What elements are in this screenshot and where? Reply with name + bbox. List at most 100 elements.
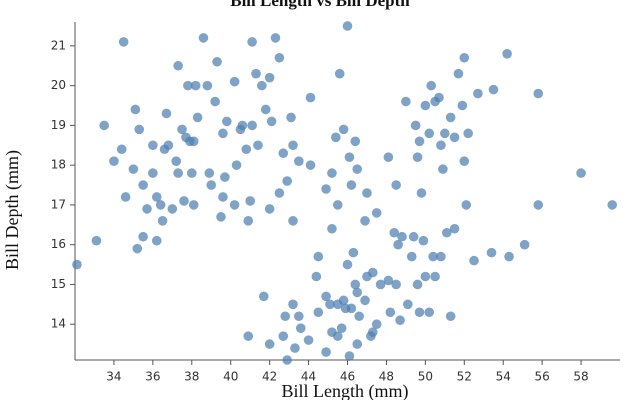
point: [237, 120, 248, 131]
point: [430, 271, 440, 282]
point: [274, 188, 285, 198]
point: [282, 355, 292, 365]
point: [459, 52, 470, 63]
point: [311, 271, 322, 282]
point: [395, 315, 405, 326]
y-tick-label: 17: [51, 197, 66, 211]
point: [280, 311, 291, 322]
point: [438, 164, 448, 174]
point: [445, 311, 456, 322]
x-tick-label: 52: [457, 370, 472, 384]
point: [362, 188, 372, 198]
point: [393, 239, 403, 250]
point: [190, 80, 201, 91]
x-tick-label: 38: [184, 370, 199, 384]
point: [295, 323, 306, 333]
point: [282, 176, 292, 186]
point: [142, 204, 152, 214]
point: [403, 299, 413, 310]
point: [453, 68, 464, 79]
x-tick-label: 58: [573, 370, 588, 384]
point: [192, 112, 203, 123]
point: [332, 331, 343, 341]
point: [486, 247, 497, 258]
point: [445, 112, 456, 123]
point: [441, 227, 452, 238]
y-axis-label: Bill Depth (mm): [2, 150, 23, 270]
point: [294, 311, 304, 322]
point: [173, 168, 183, 178]
point: [138, 180, 148, 190]
point: [247, 37, 257, 47]
point: [260, 104, 271, 115]
point: [251, 68, 261, 79]
point: [151, 235, 162, 246]
point: [342, 259, 353, 270]
point: [241, 144, 252, 155]
point: [231, 160, 242, 170]
point: [412, 279, 423, 290]
point: [344, 351, 355, 361]
point: [327, 168, 337, 178]
point: [286, 112, 296, 123]
x-tick-label: 50: [418, 370, 433, 384]
point: [161, 108, 172, 119]
point: [428, 251, 438, 262]
point: [173, 60, 183, 71]
point: [91, 235, 102, 246]
x-tick-label: 56: [535, 370, 550, 384]
point: [533, 88, 544, 99]
point: [352, 164, 363, 174]
point: [151, 192, 162, 202]
point: [576, 168, 586, 178]
point: [257, 80, 267, 91]
point: [424, 307, 435, 318]
point: [188, 136, 199, 147]
point: [266, 116, 277, 127]
x-tick-label: 40: [223, 370, 238, 384]
point: [375, 279, 386, 290]
point: [371, 319, 382, 330]
point: [338, 295, 349, 306]
point: [202, 80, 213, 91]
point: [418, 235, 429, 246]
x-tick-label: 36: [145, 370, 160, 384]
point: [332, 200, 343, 210]
x-tick-label: 44: [301, 370, 316, 384]
point: [334, 68, 345, 79]
point: [463, 128, 473, 139]
point: [410, 120, 421, 131]
point: [385, 307, 396, 318]
point: [130, 104, 141, 115]
point: [344, 152, 355, 162]
point: [218, 128, 228, 139]
point: [218, 192, 228, 202]
point: [157, 216, 168, 226]
point: [278, 331, 289, 341]
point: [383, 275, 394, 286]
point: [459, 156, 470, 166]
point: [414, 307, 425, 318]
point: [371, 208, 382, 218]
y-tick-label: 16: [51, 237, 66, 251]
y-tick-label: 18: [51, 158, 66, 172]
point: [186, 168, 197, 178]
x-tick-label: 46: [340, 370, 355, 384]
point: [502, 49, 512, 59]
point: [352, 287, 363, 298]
point: [132, 243, 143, 254]
point: [220, 172, 230, 182]
point: [155, 200, 166, 210]
point: [440, 128, 450, 139]
point: [350, 279, 361, 290]
point: [414, 136, 425, 147]
point: [72, 259, 82, 270]
point: [473, 88, 483, 99]
point: [354, 311, 364, 322]
y-tick-label: 19: [51, 118, 66, 132]
point: [245, 196, 255, 206]
point: [360, 216, 370, 226]
point: [368, 327, 378, 337]
point: [342, 21, 353, 31]
